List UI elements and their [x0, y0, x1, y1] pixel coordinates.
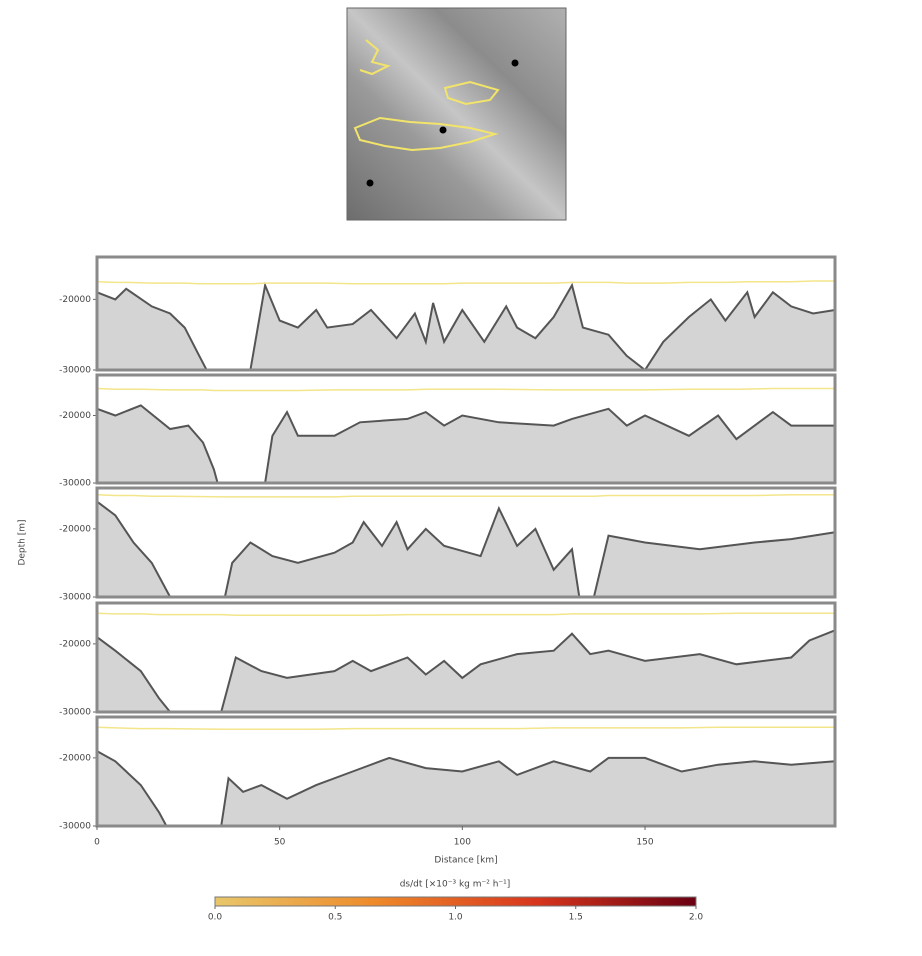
- map-point: [512, 60, 519, 67]
- area-fill: [97, 285, 835, 370]
- colorbar-scale: [215, 897, 696, 906]
- colorbar-tick-label: 1.0: [448, 913, 463, 923]
- panel: -20000 -30000: [59, 257, 835, 376]
- figure: ds/dt [×10⁻³ kg m⁻² h⁻¹] 0.0 0.5 1.0 1.5 2.0…: [0, 0, 922, 956]
- y-tick-label: -20000: [59, 753, 91, 763]
- x-axis-label: Distance [km]: [434, 856, 497, 866]
- colorbar-tick-label: 1.5: [569, 913, 583, 923]
- y-tick-label: -20000: [59, 411, 91, 421]
- y-tick-label: -30000: [59, 366, 91, 376]
- y-tick-label: -20000: [59, 524, 91, 534]
- x-tick-label: 50: [274, 838, 286, 848]
- area-fill: [97, 630, 835, 712]
- y-tick-label: -30000: [59, 593, 91, 603]
- map-background: [347, 8, 566, 220]
- panel: -20000 -30000: [59, 603, 835, 718]
- map-inset: [347, 8, 566, 220]
- y-tick-label: -30000: [59, 479, 91, 489]
- x-tick-label: 0: [94, 838, 100, 848]
- colorbar-label: ds/dt [×10⁻³ kg m⁻² h⁻¹]: [400, 880, 511, 890]
- y-axis-label: Depth [m]: [18, 519, 28, 565]
- area-fill: [97, 751, 835, 826]
- y-tick-label: -30000: [59, 708, 91, 718]
- panel: -20000 -30000: [59, 375, 835, 489]
- x-tick-label: 150: [636, 838, 653, 848]
- map-point: [367, 180, 374, 187]
- colorbar-tick-label: 2.0: [689, 913, 704, 923]
- line: [97, 389, 835, 391]
- x-tick-label: 100: [454, 838, 471, 848]
- area-fill: [97, 502, 835, 597]
- y-tick-label: -20000: [59, 639, 91, 649]
- line: [97, 495, 835, 497]
- panel: -20000 -30000 Depth [m]: [18, 488, 836, 603]
- map-point: [440, 127, 447, 134]
- colorbar-tick-label: 0.0: [208, 913, 223, 923]
- y-tick-label: -20000: [59, 295, 91, 305]
- colorbar-tick-label: 0.5: [328, 913, 342, 923]
- line: [97, 281, 835, 284]
- colorbar: ds/dt [×10⁻³ kg m⁻² h⁻¹] 0.0 0.5 1.0 1.5 2.0: [208, 880, 704, 923]
- line: [97, 727, 835, 729]
- line: [97, 613, 835, 615]
- y-tick-label: -30000: [59, 822, 91, 832]
